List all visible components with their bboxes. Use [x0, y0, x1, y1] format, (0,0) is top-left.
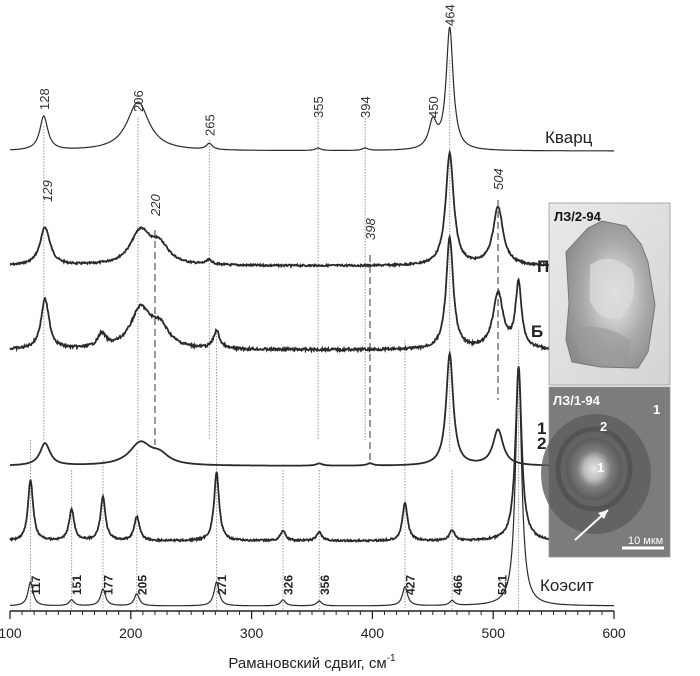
x-tick-label-400: 400 [361, 625, 385, 641]
spectrum-curve-1 [9, 26, 614, 152]
spectrum-curve-6 [10, 365, 614, 607]
x-axis-label: Рамановский сдвиг, см-1 [228, 653, 396, 672]
spectrum-curve-3 [9, 233, 615, 354]
coesite-peak-label-205: 205 [135, 575, 149, 595]
inset-top-label: ЛЗ/2-94 [554, 209, 602, 224]
spectrum-name-6: Коэсит [540, 576, 594, 595]
quartz-peak-label-394: 394 [358, 96, 373, 118]
quartz-peak-label-265: 265 [202, 114, 217, 136]
coesite-peak-label-427: 427 [404, 575, 418, 595]
x-tick-label-300: 300 [240, 625, 264, 641]
quartz-peak-label-206: 206 [131, 90, 146, 112]
x-tick-label-100: 100 [0, 625, 22, 641]
coesite-peak-label-151: 151 [70, 575, 84, 595]
x-tick-label-600: 600 [602, 625, 626, 641]
quartz-peak-label-450: 450 [426, 96, 441, 118]
spectrum-curve-5 [9, 366, 615, 544]
spectrum-name-4: 1 [537, 419, 546, 438]
p-peak-label-129: 129 [40, 180, 55, 202]
coesite-peak-label-177: 177 [102, 575, 116, 595]
inset-zone-2: 2 [600, 419, 607, 434]
quartz-peak-label-355: 355 [311, 96, 326, 118]
spectrum-name-3: Б [531, 322, 543, 341]
quartz-peak-label-464: 464 [443, 4, 458, 26]
coesite-peak-label-271: 271 [215, 575, 229, 595]
coesite-peak-label-521: 521 [495, 575, 509, 595]
coesite-grain-image [566, 438, 622, 500]
spectrum-curve-2 [9, 149, 615, 269]
coesite-peak-label-326: 326 [282, 575, 296, 595]
spectrum-name-1: Кварц [545, 128, 593, 147]
p-peak-label-398: 398 [363, 218, 378, 240]
photo-inset-top: ЛЗ/2-94 [548, 202, 671, 386]
coesite-peak-label-117: 117 [29, 575, 43, 595]
spectrum-name-2: П [537, 257, 549, 276]
peak-labels: 128 206 265 355 394 450 464 129 220 398 504 117 151 1… [29, 4, 509, 595]
guide-lines [30, 60, 520, 610]
scale-bar-label: 10 мкм [628, 535, 663, 547]
x-tick-label-500: 500 [482, 625, 506, 641]
spectra-curves [9, 26, 615, 607]
coesite-peak-label-356: 356 [318, 575, 332, 595]
p-peak-label-504: 504 [491, 168, 506, 190]
x-tick-label-200: 200 [119, 625, 143, 641]
spectrum-name-5: 2 [537, 434, 546, 453]
x-axis: Рамановский сдвиг, см-1 100 200 300 400 500 6… [0, 610, 626, 672]
photo-inset-bottom: ЛЗ/1-94 1 2 1 10 мкм [541, 386, 671, 558]
inset-zone-1-inner: 1 [597, 460, 604, 475]
spectrum-curve-4 [9, 349, 614, 467]
p-peak-label-220: 220 [148, 194, 163, 217]
coesite-peak-label-466: 466 [451, 575, 465, 595]
quartz-peak-label-128: 128 [37, 88, 52, 110]
inset-zone-1-outer: 1 [653, 402, 660, 417]
spectrum-names: Кварц П Б 12 Коэсит [531, 128, 594, 595]
inset-bottom-label: ЛЗ/1-94 [553, 393, 601, 408]
